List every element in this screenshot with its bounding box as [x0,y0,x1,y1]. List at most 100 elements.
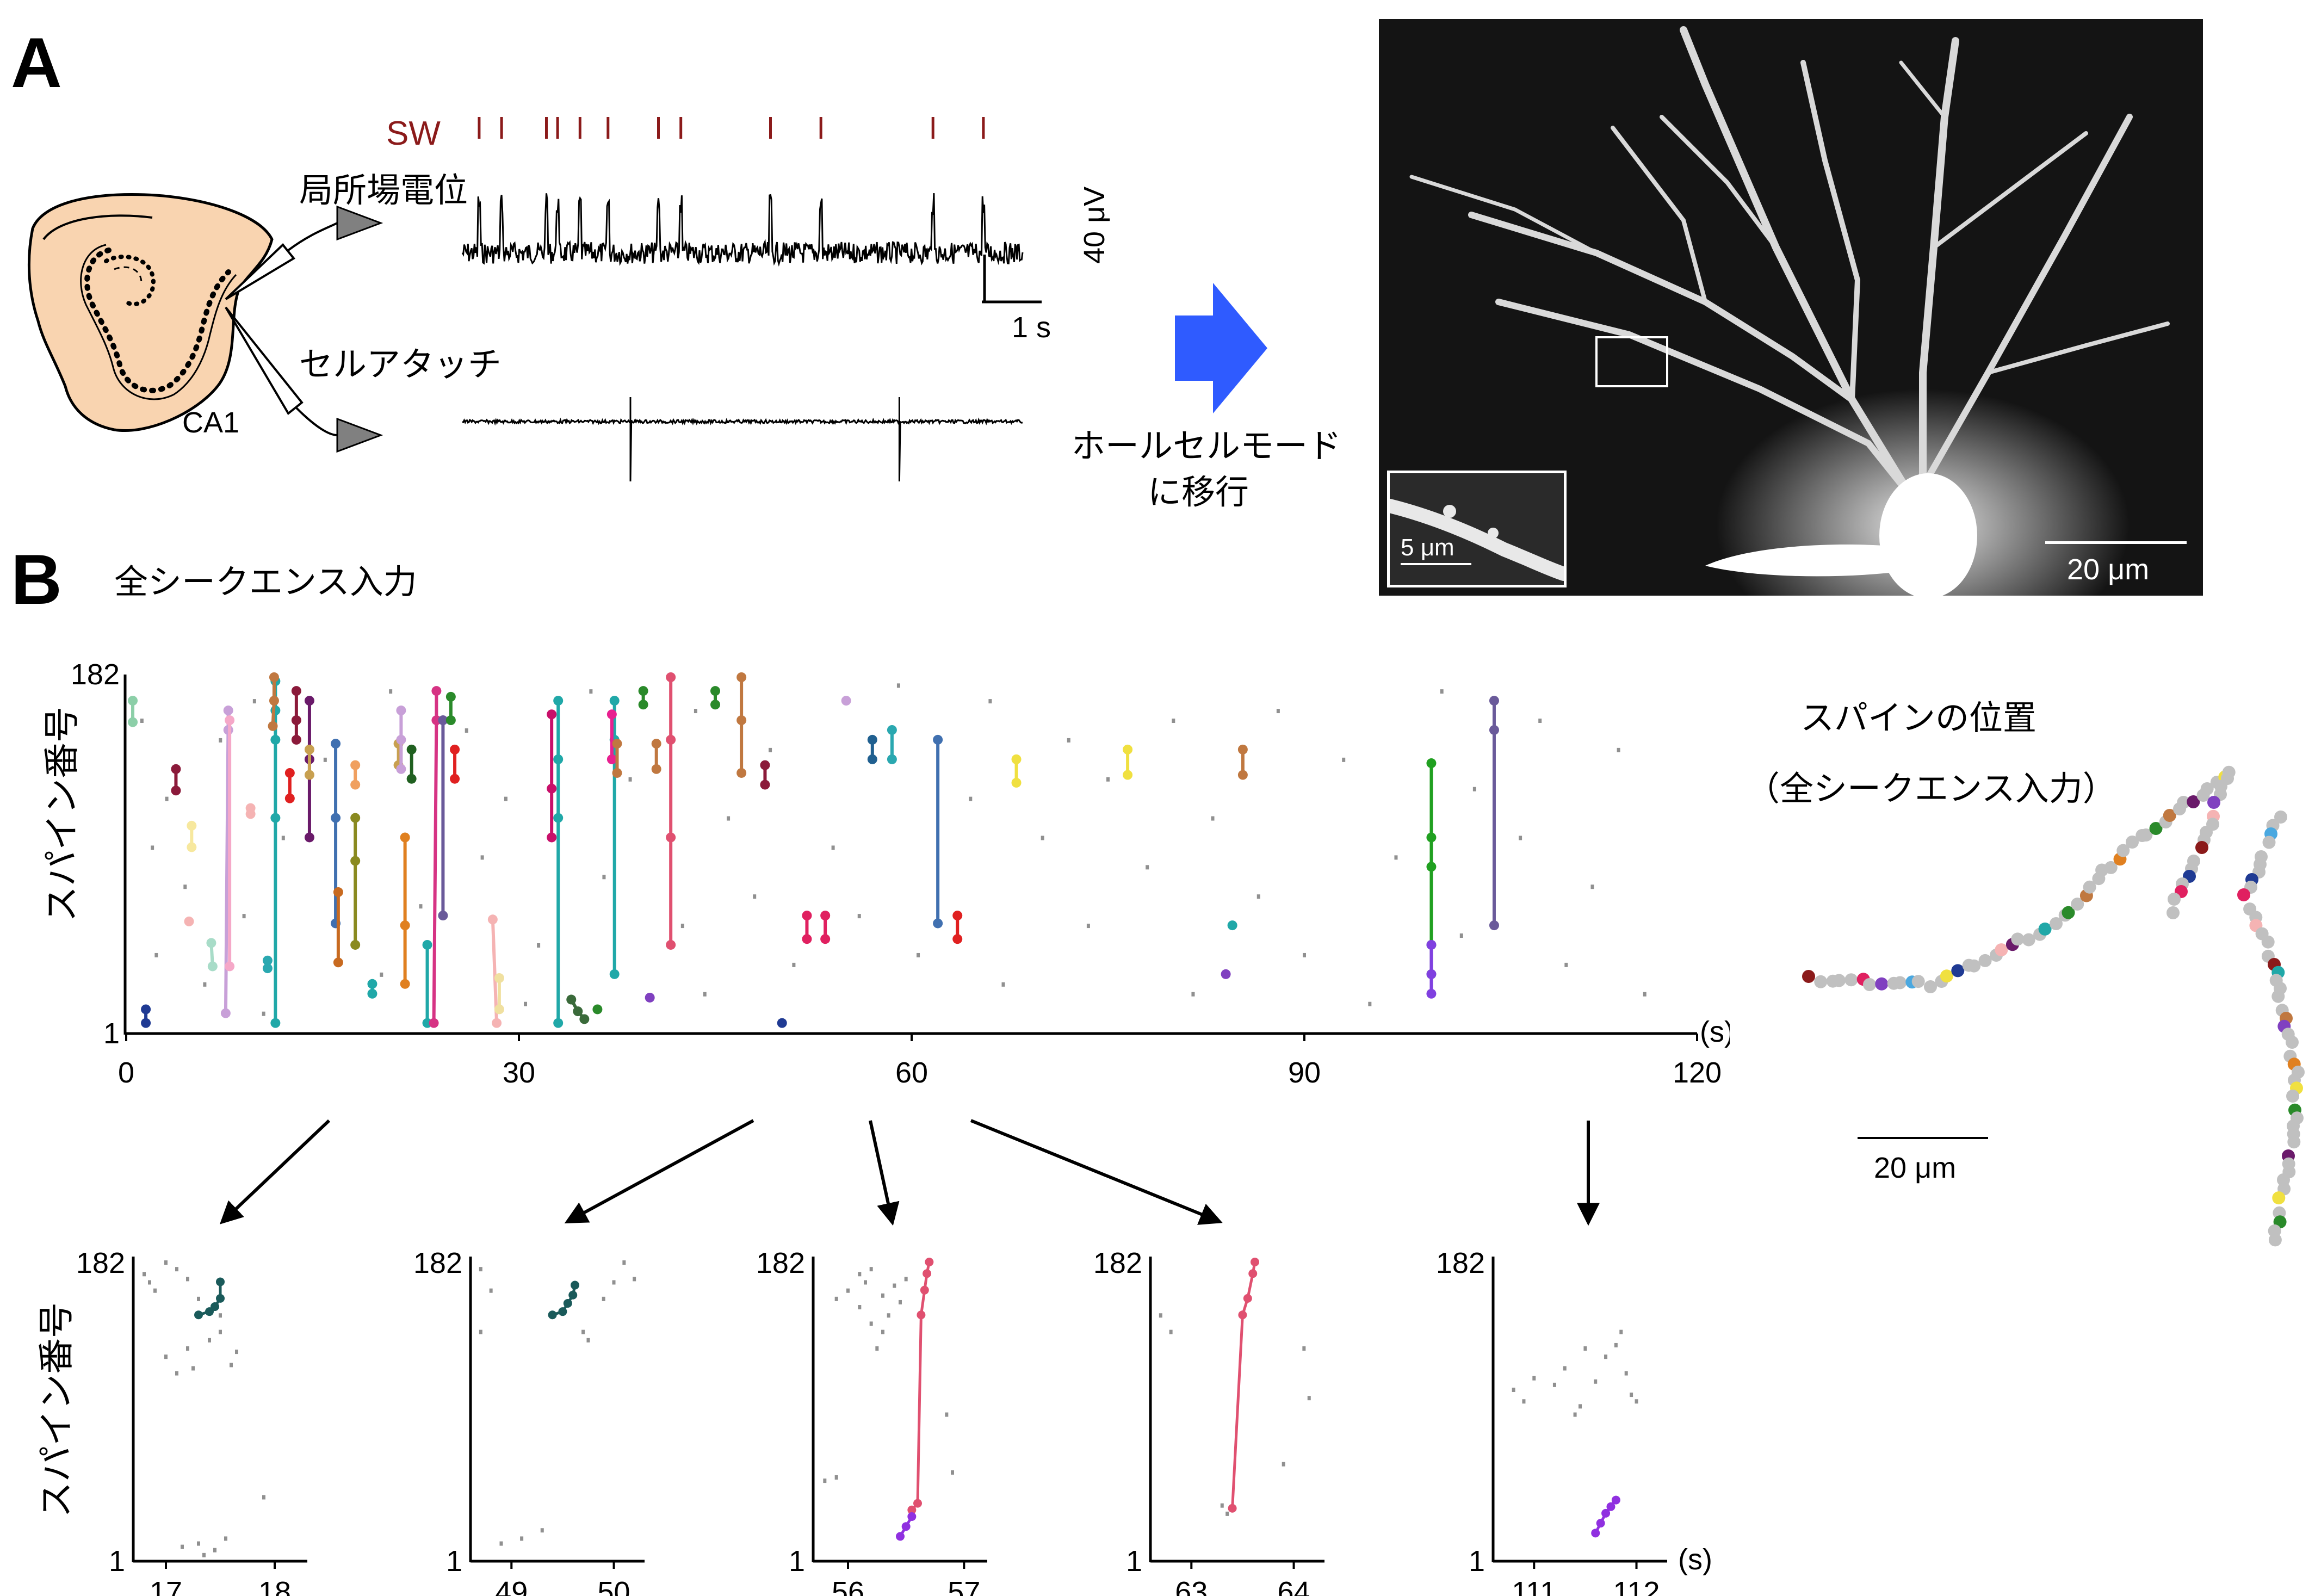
noise-dot [869,1267,873,1272]
noise-dot [602,875,606,880]
spine-point [445,691,456,702]
noise-dot [869,1321,873,1326]
noise-dot [323,757,327,762]
zoom-ytick-bottom: 1 [446,1545,462,1578]
spine-point [609,969,620,979]
hippocampus-slice-diagram [27,193,383,453]
spine-sequence [262,955,273,974]
noise-dot [896,683,900,688]
x-tick-label: 90 [1288,1056,1321,1089]
spine-location-dot [2195,841,2208,854]
zoom-ytick-top: 182 [1093,1247,1142,1279]
spine-point [270,734,281,745]
zoom-x-tick-label: 56 [832,1576,864,1596]
noise-dot [969,796,973,801]
spine-point [1123,744,1133,754]
spine-sequence [245,803,256,819]
spine-point [820,911,831,921]
noise-dot [1191,992,1195,997]
noise-dot [480,855,484,860]
spine-point [396,706,406,716]
zoom-ytick-bottom: 1 [1126,1545,1142,1578]
spine-point [1237,770,1248,780]
noise-dot [951,1470,954,1475]
spine-location-dot [2116,844,2130,857]
spine-location-dot [2268,1233,2282,1247]
sequence-line [432,691,438,1023]
noise-dot [831,845,835,850]
spine-point [1596,1519,1605,1528]
spine-location-dot [2104,861,2118,874]
spine-point [225,715,235,726]
zoom-ytick-bottom: 1 [1469,1545,1485,1578]
spine-point [269,696,279,706]
zoom-ytick-top: 182 [756,1247,805,1279]
noise-dot [219,1313,222,1318]
traces [461,117,1042,482]
spine-point [553,813,564,823]
spine-point [736,715,747,726]
spine-location-dot [2038,922,2052,936]
spine-point [901,1522,911,1531]
spine-point [666,939,676,950]
zoom-x-tick-label: 50 [597,1576,630,1596]
spine-sequence [225,715,235,972]
lfp-amplifier-icon [336,205,383,241]
spine-location-dot [1967,959,1981,973]
spine-point [128,717,138,727]
noise-dot [197,1296,200,1301]
spine-sequence [1591,1495,1620,1538]
cell-amplifier-icon [336,417,383,453]
zoom-x-tick-label: 17 [150,1576,182,1596]
spine-point [638,686,648,696]
spine-point [216,1277,225,1286]
noise-dot [834,1296,838,1301]
noise-dot [1619,1329,1623,1334]
zoom-ytick-top: 182 [1436,1247,1485,1279]
noise-dot [1573,1412,1577,1417]
spine-sequence [645,992,655,1003]
spine-sequence [396,706,406,774]
spine-point [350,856,361,866]
noise-dot [262,1495,265,1500]
spine-sequence [445,691,456,726]
noise-dot [262,1011,265,1016]
noise-dot [1579,1404,1582,1409]
noise-dot [181,1544,184,1549]
spine-sequence [206,938,218,972]
spine-sequence [1011,754,1022,788]
noise-dot [499,1541,503,1546]
noise-dot [143,1272,146,1277]
zoom-plot: 182 1 63 64 [1093,1247,1324,1596]
spine-sequence [284,768,295,803]
spine-location-dot [2050,917,2063,930]
spine-sequence [350,760,361,790]
noise-dot [520,1536,524,1541]
lfp-electrode [225,243,295,300]
spine-sequence [896,1512,917,1541]
spine-point [1228,1504,1237,1513]
noise-dot [1225,1511,1229,1516]
spine-location-dot [2207,796,2220,809]
noise-dot [1106,777,1110,782]
spine-point [1426,832,1437,843]
noise-dot [219,1329,222,1334]
zoom-x-tick-label: 111 [1512,1576,1556,1596]
spine-sequence [1426,939,1437,999]
spine-point [141,1018,151,1028]
spine-point [933,918,943,929]
noise-dot [917,952,920,957]
spine-point [400,832,410,843]
spine-point [445,715,456,726]
noise-dot [846,1288,850,1293]
zoom-ytick-top: 182 [76,1247,125,1279]
spine-point [331,813,341,823]
spine-point [566,994,577,1005]
spine-point [128,696,138,706]
noise-dot [586,1338,590,1343]
spine-point [223,706,233,716]
spine-point [1601,1508,1611,1518]
main-ytick-bottom: 1 [103,1017,120,1050]
noise-dot [524,1001,528,1006]
spine-sequence [887,725,897,764]
